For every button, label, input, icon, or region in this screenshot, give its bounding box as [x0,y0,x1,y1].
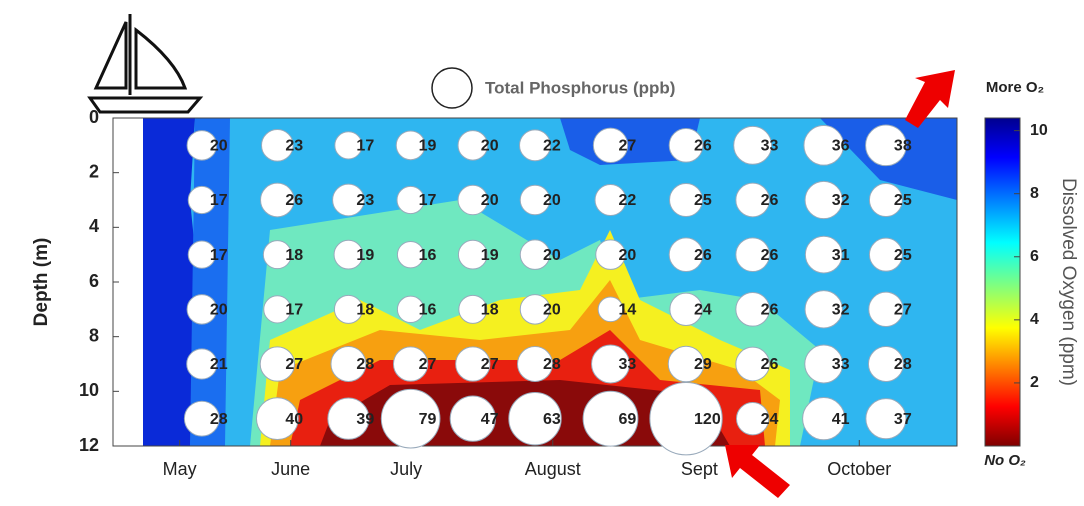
sailboat-icon [90,14,200,112]
colorbar-tick-label: 2 [1030,374,1039,391]
colorbar-tick-label: 4 [1030,311,1039,328]
value-label: 20 [210,138,228,155]
value-label: 17 [356,138,374,155]
legend-label: Total Phosphorus (ppb) [485,78,675,97]
colorbar-bottom-label: No O₂ [984,452,1026,469]
value-label: 20 [543,192,561,209]
colorbar-tick-label: 10 [1030,122,1048,139]
value-label: 40 [285,411,303,428]
y-tick-label: 10 [79,380,99,400]
value-label: 39 [356,411,374,428]
value-label: 26 [694,138,712,155]
value-label: 26 [285,192,303,209]
value-label: 26 [694,247,712,264]
value-label: 26 [761,356,779,373]
value-label: 19 [419,138,437,155]
y-tick-label: 8 [89,325,99,345]
value-label: 23 [356,192,374,209]
value-label: 20 [481,192,499,209]
value-label: 26 [761,247,779,264]
value-label: 36 [832,138,850,155]
value-label: 18 [481,302,499,319]
value-label: 20 [210,302,228,319]
value-label: 28 [894,356,912,373]
colorbar-top-label: More O₂ [986,79,1044,96]
x-tick-label: July [390,459,422,479]
value-label: 14 [619,302,637,319]
arrow [725,445,790,498]
value-label: 28 [543,356,561,373]
y-tick-label: 2 [89,161,99,181]
value-label: 19 [356,247,374,264]
value-label: 25 [694,192,712,209]
value-label: 29 [694,356,712,373]
value-label: 33 [619,356,637,373]
value-label: 24 [694,302,712,319]
value-label: 16 [419,302,437,319]
value-label: 27 [894,302,912,319]
value-label: 28 [356,356,374,373]
y-tick-label: 6 [89,271,99,291]
value-label: 26 [761,302,779,319]
value-label: 20 [543,247,561,264]
y-axis-label: Depth (m) [31,238,52,327]
x-tick-label: June [271,459,310,479]
value-label: 41 [832,411,850,428]
value-label: 79 [419,411,437,428]
value-label: 63 [543,411,561,428]
value-label: 17 [285,302,303,319]
value-label: 25 [894,192,912,209]
x-tick-label: Sept [681,459,718,479]
legend-symbol [432,68,472,108]
value-label: 33 [761,138,779,155]
value-label: 47 [481,411,499,428]
value-label: 22 [543,138,561,155]
x-tick-label: May [163,459,197,479]
value-label: 38 [894,138,912,155]
colorbar [985,118,1020,446]
value-label: 17 [210,247,228,264]
value-label: 32 [832,302,850,319]
value-label: 20 [481,138,499,155]
value-label: 19 [481,247,499,264]
chart: Total Phosphorus (ppb) Depth (m) Dissolv… [0,0,1084,506]
value-label: 32 [832,192,850,209]
value-label: 27 [481,356,499,373]
colorbar-tick-label: 6 [1030,248,1039,265]
value-label: 20 [619,247,637,264]
value-label: 27 [619,138,637,155]
value-label: 17 [210,192,228,209]
value-label: 37 [894,411,912,428]
value-label: 16 [419,247,437,264]
x-tick-label: August [525,459,581,479]
value-label: 120 [694,411,721,428]
value-label: 21 [210,356,228,373]
value-label: 27 [285,356,303,373]
value-label: 17 [419,192,437,209]
value-label: 27 [419,356,437,373]
value-label: 31 [832,247,850,264]
y-tick-label: 0 [89,107,99,127]
value-label: 18 [356,302,374,319]
value-label: 26 [761,192,779,209]
y-tick-label: 12 [79,435,99,455]
value-label: 28 [210,411,228,428]
value-label: 25 [894,247,912,264]
x-tick-label: October [827,459,891,479]
value-label: 22 [619,192,637,209]
value-label: 18 [285,247,303,264]
value-label: 23 [285,138,303,155]
y-tick-label: 4 [89,216,99,236]
value-label: 20 [543,302,561,319]
value-label: 69 [619,411,637,428]
value-label: 24 [761,411,779,428]
colorbar-tick-label: 8 [1030,185,1039,202]
value-label: 33 [832,356,850,373]
colorbar-label: Dissolved Oxygen (ppm) [1058,178,1079,386]
